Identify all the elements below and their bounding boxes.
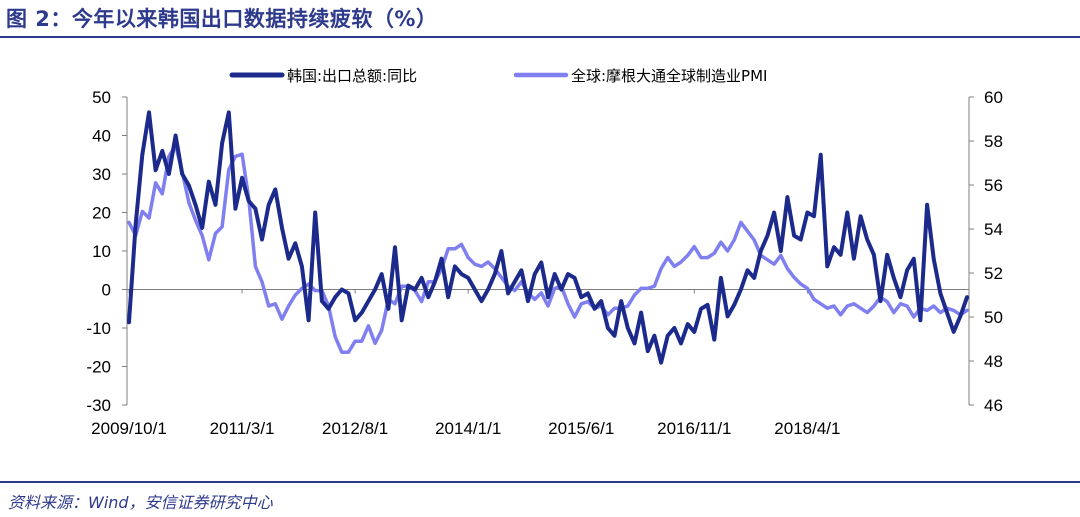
right-tick-label: 54	[984, 220, 1003, 239]
x-tick-label: 2018/4/1	[774, 419, 840, 438]
series-line-korea-exports	[127, 110, 969, 365]
left-tick-label: -20	[86, 358, 111, 377]
x-tick-label: 2009/10/1	[91, 419, 167, 438]
x-tick-label: 2016/11/1	[657, 419, 731, 438]
left-tick-label: 40	[92, 127, 111, 146]
left-tick-label: 0	[102, 281, 111, 300]
legend-label: 全球:摩根大通全球制造业PMI	[571, 67, 767, 85]
source-note: 资料来源：Wind，安信证券研究中心	[8, 493, 273, 512]
right-tick-label: 50	[984, 308, 1003, 327]
right-tick-label: 56	[984, 176, 1003, 195]
left-tick-label: -10	[86, 319, 111, 338]
right-tick-label: 46	[984, 396, 1003, 415]
x-tick-label: 2015/6/1	[548, 419, 614, 438]
chart-legend: 韩国:出口总额:同比 全球:摩根大通全球制造业PMI	[229, 67, 767, 85]
right-tick-label: 52	[984, 264, 1003, 283]
series-line-global-pmi	[127, 143, 969, 354]
chart-axes: 50 40 30 20 10 0 -10 -20 -30 60 58 56 54 52 50 48 46 2009…	[86, 88, 1003, 438]
title-divider	[0, 36, 1080, 38]
left-tick-label: 20	[92, 204, 111, 223]
x-tick-label: 2011/3/1	[210, 419, 275, 438]
x-tick-label: 2012/8/1	[322, 419, 388, 438]
chart-title: 图 2：今年以来韩国出口数据持续疲软（%）	[6, 7, 438, 31]
right-tick-label: 48	[984, 352, 1003, 371]
left-tick-label: 30	[92, 165, 111, 184]
chart-series	[127, 110, 969, 365]
right-tick-label: 58	[984, 132, 1003, 151]
left-tick-label: -30	[86, 396, 111, 415]
left-tick-label: 50	[92, 88, 111, 107]
x-tick-label: 2014/1/1	[435, 419, 501, 438]
left-tick-label: 10	[92, 242, 111, 261]
right-tick-label: 60	[984, 88, 1003, 107]
source-divider	[0, 481, 1080, 483]
legend-label: 韩国:出口总额:同比	[287, 67, 417, 85]
